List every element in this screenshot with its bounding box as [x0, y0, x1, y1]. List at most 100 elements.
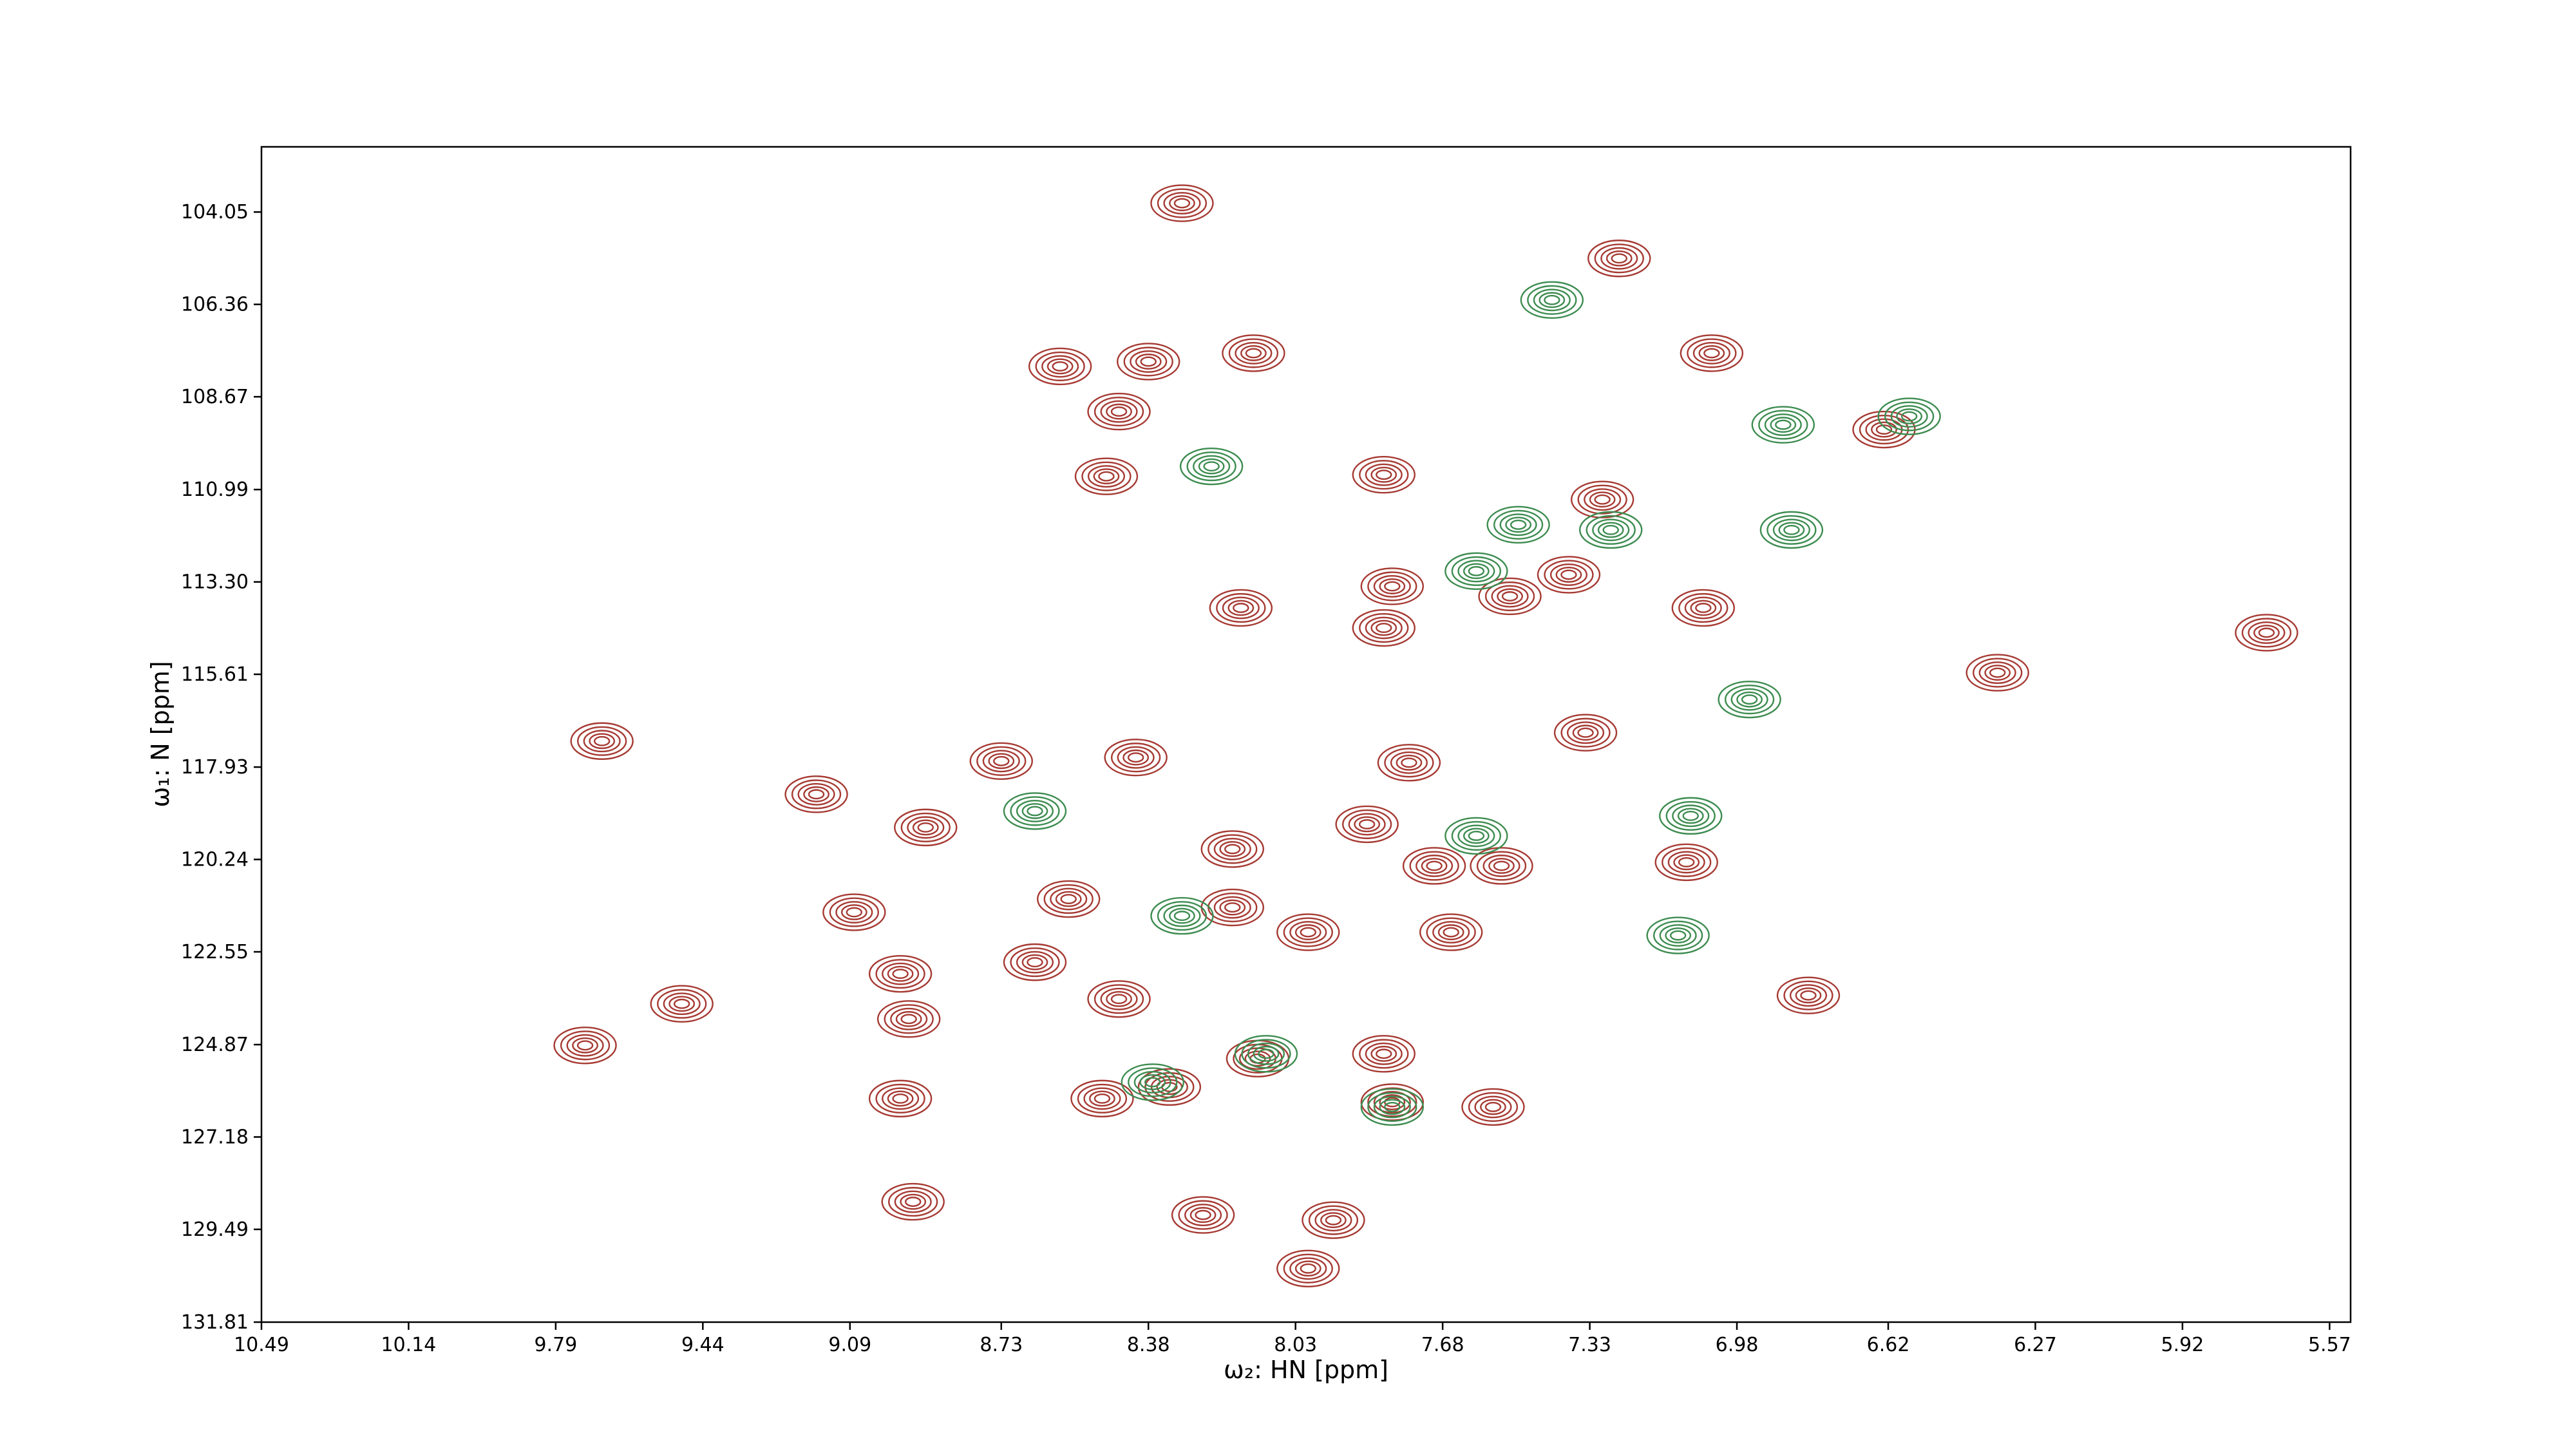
contour-ring	[1577, 484, 1627, 515]
contour-ring	[875, 959, 925, 989]
contour-ring	[1783, 980, 1833, 1010]
peak	[1276, 1249, 1340, 1287]
y-tick-label: 129.49	[181, 1218, 249, 1241]
contour-ring	[1100, 400, 1138, 423]
contour-ring	[1289, 921, 1327, 944]
contour-ring	[1419, 913, 1483, 951]
contour-ring	[1157, 901, 1208, 931]
contour-ring	[993, 755, 1010, 766]
peak	[1200, 830, 1264, 868]
contour-ring	[1589, 491, 1616, 508]
contour-ring	[1451, 820, 1501, 851]
contour-ring	[1087, 980, 1151, 1018]
contour-ring	[1527, 285, 1577, 315]
contour-ring	[1544, 294, 1560, 305]
peak	[1671, 589, 1736, 627]
y-axis-label: ω₁: N [ppm]	[146, 661, 175, 807]
contour-ring	[1376, 1048, 1392, 1059]
contour-ring	[1122, 749, 1150, 766]
contour-ring	[1227, 600, 1255, 616]
contour-ring	[1778, 522, 1805, 538]
contour-ring	[1041, 355, 1079, 378]
peak	[1520, 281, 1584, 319]
contour-ring	[1654, 843, 1718, 882]
contour-ring	[1037, 880, 1101, 918]
contour-ring	[1766, 515, 1817, 545]
contour-ring	[1222, 334, 1285, 372]
contour-ring	[894, 1190, 932, 1213]
contour-ring	[1216, 592, 1266, 623]
contour-ring	[1021, 803, 1048, 819]
contour-ring	[1010, 796, 1060, 826]
peak	[1776, 976, 1841, 1014]
y-tick-label: 122.55	[181, 941, 249, 963]
contour-ring	[1247, 1042, 1285, 1065]
peak	[1659, 797, 1723, 835]
contour-ring	[890, 1007, 928, 1030]
contour-ring	[1003, 792, 1067, 830]
contour-ring	[650, 985, 714, 1023]
contour-ring	[1484, 1102, 1502, 1112]
peak	[868, 1079, 933, 1118]
contour-ring	[884, 1004, 934, 1034]
contour-ring	[1463, 563, 1490, 580]
contour-ring	[1426, 860, 1443, 871]
contour-ring	[1759, 511, 1824, 549]
x-tick-label: 6.27	[2014, 1334, 2057, 1356]
peak	[1222, 334, 1285, 372]
peak	[784, 775, 848, 813]
contour-ring	[1195, 1209, 1211, 1220]
peak	[1478, 577, 1542, 616]
contour-ring	[1144, 1077, 1161, 1088]
contour-ring	[1198, 458, 1225, 475]
contour-ring	[1106, 990, 1132, 1007]
y-tick-label: 131.81	[181, 1311, 249, 1334]
contour-ring	[1480, 1099, 1506, 1115]
contour-ring	[668, 996, 696, 1012]
contour-ring	[1373, 574, 1411, 598]
contour-ring	[1352, 1035, 1416, 1073]
contour-ring	[1294, 924, 1321, 940]
contour-ring	[1359, 612, 1409, 643]
peak	[1028, 347, 1092, 386]
contour-ring	[976, 746, 1027, 776]
contour-ring	[907, 816, 945, 839]
contour-ring	[1379, 578, 1406, 594]
contour-ring	[1127, 752, 1144, 763]
peak	[1104, 739, 1168, 777]
contour-ring	[1314, 1209, 1352, 1232]
contour-ring	[1110, 994, 1128, 1005]
x-tick-label: 8.38	[1127, 1334, 1170, 1356]
contour-ring	[577, 726, 627, 756]
x-tick-label: 9.79	[535, 1334, 578, 1356]
peak	[650, 985, 714, 1023]
contour-ring	[868, 1079, 933, 1118]
contour-ring	[1083, 1087, 1121, 1110]
contour-ring	[1087, 392, 1151, 431]
peak	[1200, 888, 1264, 927]
contour-ring	[1094, 1093, 1111, 1104]
contour-ring	[1549, 563, 1587, 586]
peak	[1444, 817, 1508, 855]
contour-ring	[1359, 460, 1409, 490]
contour-ring	[1384, 1097, 1401, 1108]
contour-ring	[969, 742, 1033, 780]
peak	[1179, 447, 1244, 486]
contour-ring	[570, 722, 634, 760]
contour-ring	[1690, 600, 1717, 616]
contour-ring	[1365, 1042, 1403, 1065]
y-tick-label: 127.18	[181, 1126, 249, 1148]
y-tick-label: 120.24	[181, 849, 249, 871]
contour-ring	[1457, 824, 1495, 848]
contour-ring	[1365, 616, 1403, 639]
contour-ring	[1173, 911, 1191, 922]
contour-ring	[1396, 754, 1423, 771]
contour-ring	[1667, 851, 1705, 874]
peak	[1352, 1035, 1416, 1073]
peak	[1759, 511, 1824, 549]
contour-ring	[663, 992, 701, 1016]
contour-ring	[875, 1083, 925, 1113]
contour-ring	[1367, 1092, 1417, 1122]
contour-ring	[1325, 1215, 1342, 1226]
contour-ring	[1457, 560, 1495, 583]
